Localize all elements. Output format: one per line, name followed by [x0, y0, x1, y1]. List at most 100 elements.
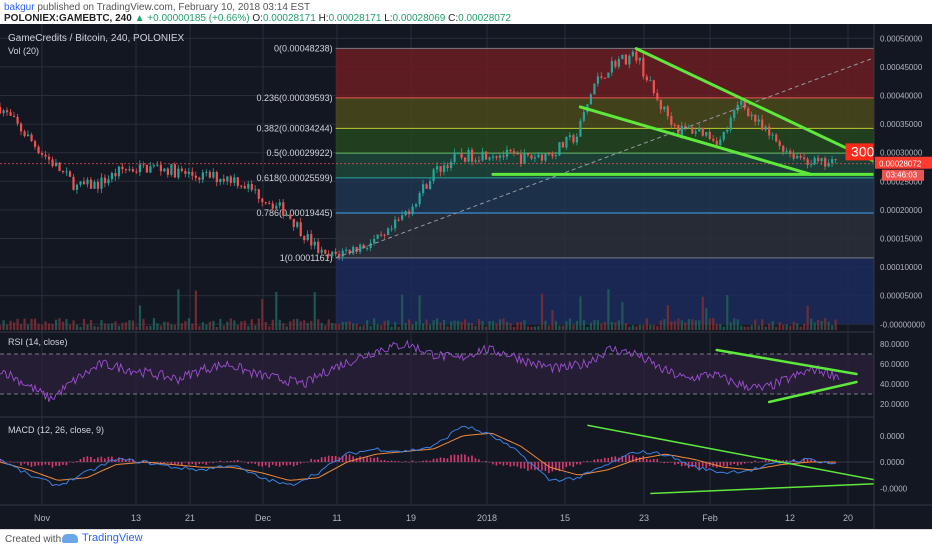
candle-body: [701, 127, 704, 136]
candle-body: [114, 173, 117, 177]
candle-body: [110, 173, 114, 180]
volume-bar: [247, 326, 250, 330]
volume-bar: [551, 310, 554, 330]
volume-bar: [89, 320, 93, 330]
candle-body: [261, 198, 264, 203]
volume-bar: [740, 325, 743, 330]
candle-body: [187, 171, 190, 174]
candle-body: [341, 250, 344, 257]
macd-histogram-bar: [743, 462, 746, 464]
volume-bar: [561, 325, 565, 330]
candle-body: [243, 186, 246, 189]
candle-body: [617, 59, 620, 67]
volume-bar: [159, 325, 163, 330]
volume-bar: [0, 325, 2, 330]
volume-bar: [624, 322, 627, 330]
candle-body: [198, 177, 201, 180]
macd-histogram-bar: [404, 461, 407, 462]
candle-body: [362, 244, 365, 249]
volume-bar: [390, 326, 393, 330]
volume-bar: [600, 323, 603, 330]
candle-body: [635, 51, 638, 61]
candle-body: [761, 119, 764, 130]
volume-bar: [128, 320, 131, 330]
volume-bar: [834, 319, 837, 330]
candle-body: [670, 116, 673, 125]
macd-histogram-bar: [813, 460, 816, 462]
username-link[interactable]: bakgur: [4, 2, 35, 13]
volume-bar: [194, 290, 197, 330]
macd-histogram-bar: [121, 457, 124, 462]
macd-histogram-bar: [9, 461, 12, 463]
volume-bar: [649, 324, 652, 330]
macd-histogram-bar: [792, 459, 795, 462]
volume-bar: [54, 319, 58, 330]
volume-bar: [792, 321, 795, 330]
candle-body: [673, 124, 676, 126]
macd-histogram-bar: [271, 462, 274, 465]
macd-histogram-bar: [782, 460, 784, 462]
candle-body: [184, 170, 187, 174]
macd-histogram-bar: [411, 460, 414, 462]
candle-body: [173, 164, 176, 178]
trading-chart[interactable]: 0(0.00048238) 0.236(0.00039593) 0.382(0.00…: [0, 24, 932, 529]
volume-bar: [680, 320, 683, 330]
macd-histogram-bar: [768, 459, 770, 462]
macd-histogram-bar: [299, 462, 302, 464]
candle-body: [439, 166, 442, 172]
candle-body: [652, 80, 655, 94]
macd-histogram-bar: [502, 462, 505, 466]
volume-bar: [79, 326, 82, 330]
candle-body: [2, 110, 5, 114]
volume-bar: [306, 322, 309, 330]
fib-zone: [335, 128, 892, 154]
fib-zone: [335, 177, 892, 214]
candle-body: [516, 153, 519, 155]
candle-body: [65, 171, 68, 173]
candle-body: [303, 236, 306, 241]
volume-bar: [652, 324, 655, 330]
macd-histogram-bar: [803, 458, 805, 462]
volume-bar: [215, 326, 218, 330]
candle-body: [390, 228, 393, 230]
candle-body: [208, 171, 211, 178]
candle-body: [764, 126, 767, 130]
macd-histogram-bar: [471, 455, 473, 462]
tradingview-link[interactable]: TradingView: [62, 532, 143, 544]
macd-histogram-bar: [590, 461, 592, 463]
macd-histogram-bar: [226, 461, 229, 462]
macd-histogram-bar: [359, 456, 361, 462]
volume-bar: [516, 322, 519, 330]
candle-body: [757, 119, 760, 122]
macd-histogram-bar: [0, 459, 1, 462]
candle-body: [607, 72, 610, 78]
macd-histogram-bar: [72, 462, 75, 463]
fibonacci-retracement[interactable]: 0(0.00048238) 0.236(0.00039593) 0.382(0.00…: [257, 43, 892, 325]
candle-body: [89, 179, 93, 189]
candle-body: [415, 204, 418, 207]
candle-body: [313, 241, 316, 246]
macd-histogram-bar: [41, 462, 43, 466]
macd-histogram-bar: [303, 462, 305, 463]
candle-body: [488, 157, 491, 160]
x-tick-label: Nov: [34, 513, 51, 523]
fib-zone: [335, 213, 892, 258]
candle-body: [131, 169, 135, 172]
macd-histogram-bar: [555, 462, 557, 471]
volume-bar: [593, 320, 596, 330]
candle-body: [96, 181, 100, 189]
volume-bar: [638, 324, 641, 330]
volume-bar: [187, 318, 190, 330]
volume-bar: [26, 324, 30, 330]
volume-bar: [324, 325, 327, 330]
candle-body: [212, 171, 215, 178]
macd-histogram-bar: [13, 462, 15, 463]
macd-histogram-bar: [443, 457, 445, 462]
volume-bar: [257, 318, 260, 330]
volume-bar: [436, 318, 439, 330]
rsi-trendline: [767, 380, 858, 404]
candle-body: [285, 214, 288, 216]
macd-histogram-bar: [677, 462, 680, 465]
candle-body: [47, 156, 51, 160]
candle-body: [645, 76, 648, 81]
